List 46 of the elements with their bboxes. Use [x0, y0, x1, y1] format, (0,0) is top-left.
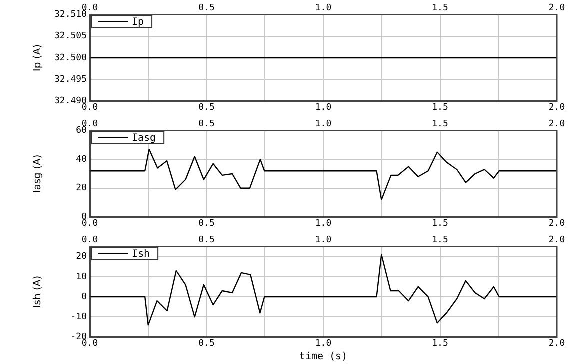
y-tick-label: 32.505 [54, 32, 87, 42]
x-tick-label: 0.5 [198, 120, 215, 130]
x2-tick-label: 1.0 [315, 338, 332, 349]
y-tick-label: 32.500 [54, 53, 87, 64]
x-tick-label: 0.0 [82, 236, 98, 246]
x2-tick-label: 0.5 [198, 218, 215, 229]
y-tick-label: 10 [76, 272, 87, 282]
x2-tick-label: 2.0 [548, 102, 566, 113]
y-tick-label: -10 [70, 312, 87, 322]
y-tick-label: 32.510 [54, 10, 87, 20]
x2-tick-label: 0.5 [198, 102, 215, 113]
x2-tick-label: 1.5 [432, 338, 448, 349]
y-tick-label: 0 [82, 292, 87, 302]
x-tick-label: 1.5 [432, 4, 448, 14]
x2-tick-label: 1.5 [432, 218, 448, 229]
x2-tick-label: 1.0 [315, 218, 332, 229]
x2-tick-label: 0.0 [82, 218, 98, 229]
x2-tick-label: 1.5 [432, 102, 448, 113]
x-tick-label: 1.0 [315, 4, 332, 14]
y-axis-title: Ip (A) [32, 44, 44, 72]
x2-tick-label: 0.0 [82, 338, 98, 349]
x-axis-title: time (s) [299, 352, 348, 363]
legend-label: Iasg [132, 132, 156, 144]
x-tick-label: 1.0 [315, 236, 332, 246]
x2-tick-label: 0.0 [82, 102, 98, 113]
y-tick-label: 60 [76, 126, 87, 136]
x2-tick-label: 0.5 [198, 338, 215, 349]
x2-tick-label: 2.0 [548, 218, 566, 229]
x-tick-label: 1.0 [315, 120, 332, 130]
y-tick-label: 20 [76, 252, 87, 262]
x2-tick-label: 1.0 [315, 102, 332, 113]
x-tick-label: 0.5 [198, 4, 215, 14]
y-tick-label: 20 [76, 184, 87, 194]
x-tick-label: 0.5 [198, 236, 215, 246]
x2-tick-label: 2.0 [548, 338, 566, 349]
x-tick-label: 2.0 [548, 4, 566, 14]
x-tick-label: 2.0 [548, 120, 566, 130]
y-tick-label: 40 [76, 154, 87, 165]
y-axis-title: Ish (A) [32, 276, 44, 308]
x-tick-label: 2.0 [548, 236, 566, 246]
legend-label: Ish [132, 248, 150, 260]
y-tick-label: 32.495 [54, 74, 87, 85]
x-tick-label: 1.5 [432, 236, 448, 246]
y-axis-title: Iasg (A) [32, 154, 44, 194]
legend-label: Ip [132, 16, 144, 28]
x-tick-label: 1.5 [432, 120, 448, 130]
